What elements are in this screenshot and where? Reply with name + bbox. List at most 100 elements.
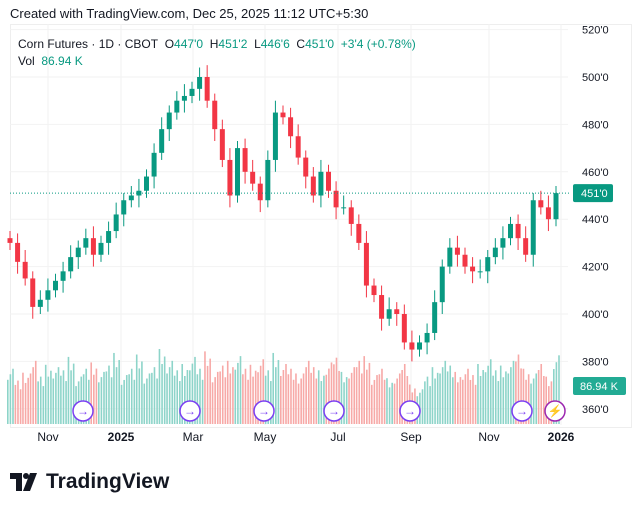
candle-body — [492, 247, 498, 258]
volume-bar — [421, 389, 424, 424]
candle-body — [333, 190, 339, 208]
volume-bar — [237, 362, 239, 424]
dividend-event-icon — [399, 400, 421, 422]
candle-body — [447, 247, 453, 267]
volume-bar — [37, 381, 39, 424]
volume-bar — [32, 367, 34, 424]
candle-body — [310, 176, 316, 196]
volume-bar — [211, 382, 214, 424]
volume-bar — [406, 376, 409, 424]
volume-bar — [138, 368, 141, 424]
volume-bar — [340, 371, 343, 424]
volume-bar — [65, 381, 67, 424]
volume-bar — [123, 379, 125, 424]
candle-body — [83, 238, 89, 248]
volume-bar — [85, 368, 88, 424]
low-value: 446'6 — [260, 37, 290, 51]
volume-bar — [386, 378, 388, 424]
volume-bar — [143, 383, 146, 424]
volume-bar — [333, 364, 335, 424]
volume-bar — [148, 373, 151, 424]
volume-bar — [108, 365, 110, 424]
volume-bar — [259, 365, 262, 424]
volume-bar — [27, 377, 29, 424]
volume-bar — [436, 372, 439, 424]
volume-bar — [507, 373, 510, 424]
candle-body — [159, 129, 165, 153]
volume-bar — [343, 382, 345, 424]
volume-bar — [100, 377, 103, 424]
volume-bar — [7, 379, 9, 424]
volume-bar — [249, 364, 252, 424]
open-label: O — [164, 37, 175, 51]
volume-bar — [135, 354, 138, 424]
volume-bar — [457, 382, 459, 424]
volume-bar — [429, 386, 431, 424]
high-value: 451'2 — [218, 37, 248, 51]
volume-bar — [72, 363, 75, 424]
volume-bar — [462, 379, 464, 424]
volume-bar — [381, 368, 383, 424]
volume-bar — [527, 374, 530, 424]
candle-body — [500, 238, 506, 248]
volume-bar — [520, 368, 522, 424]
volume-bar — [434, 378, 436, 424]
volume-bar — [156, 378, 158, 424]
volume-bar — [292, 379, 295, 424]
volume-bar — [221, 365, 224, 424]
volume-bar — [82, 374, 85, 424]
candle-body — [121, 200, 127, 215]
volume-bar — [181, 364, 184, 424]
tradingview-logo[interactable]: TradingView — [10, 470, 169, 494]
candlestick-chart[interactable]: 520'0 500'0 480'0 460'0 440'0 420'0 400'0 380'0… — [0, 0, 641, 460]
candle-body — [197, 77, 203, 89]
volume-bar — [530, 383, 532, 424]
time-tick: 2026 — [548, 430, 575, 444]
volume-bar — [295, 373, 297, 424]
volume-bar — [128, 374, 130, 424]
volume-bar — [398, 373, 401, 424]
last-price-label: 451'0 — [581, 188, 608, 200]
chart-credit: Created with TradingView.com, Dec 25, 20… — [10, 6, 369, 21]
volume-bar — [391, 382, 393, 424]
volume-bar — [95, 368, 98, 424]
arrow-icon: → — [258, 404, 270, 418]
volume-bar — [512, 360, 515, 424]
volume-bar — [431, 367, 434, 424]
candle-body — [326, 171, 331, 191]
volume-bar — [55, 372, 57, 424]
volume-bar — [441, 367, 444, 424]
candle-body — [250, 171, 256, 184]
volume-bar — [47, 376, 50, 424]
volume-bar — [383, 379, 386, 424]
volume-bar — [305, 367, 307, 424]
volume-bar — [229, 373, 232, 424]
dividend-event-icon — [511, 400, 533, 422]
chart-pane[interactable] — [10, 24, 632, 428]
candle-body — [508, 223, 513, 239]
price-tick: 460'0 — [582, 167, 609, 179]
candle-body — [45, 290, 51, 300]
volume-bar — [24, 382, 27, 424]
candle-body — [379, 295, 385, 319]
volume-bar — [184, 376, 186, 424]
time-tick: 2025 — [108, 430, 135, 444]
candle-body — [98, 242, 104, 255]
volume-bar — [335, 357, 338, 424]
volume-bar — [161, 364, 163, 424]
candle-body — [166, 112, 172, 130]
volume-bar — [517, 354, 520, 424]
volume-bar — [497, 381, 500, 424]
volume-bar — [226, 360, 229, 424]
tradingview-logo-icon — [10, 473, 37, 491]
symbol-info[interactable]: Corn Futures · 1D · CBOT — [18, 37, 159, 51]
volume-bar — [388, 387, 391, 424]
volume-bar — [277, 360, 280, 424]
volume-bar — [125, 375, 128, 424]
price-tick: 420'0 — [582, 262, 609, 274]
volume-bar — [310, 372, 312, 424]
arrow-icon: → — [184, 404, 196, 418]
volume-bar — [179, 381, 181, 424]
candle-body — [295, 136, 301, 158]
volume-bar — [373, 379, 376, 424]
